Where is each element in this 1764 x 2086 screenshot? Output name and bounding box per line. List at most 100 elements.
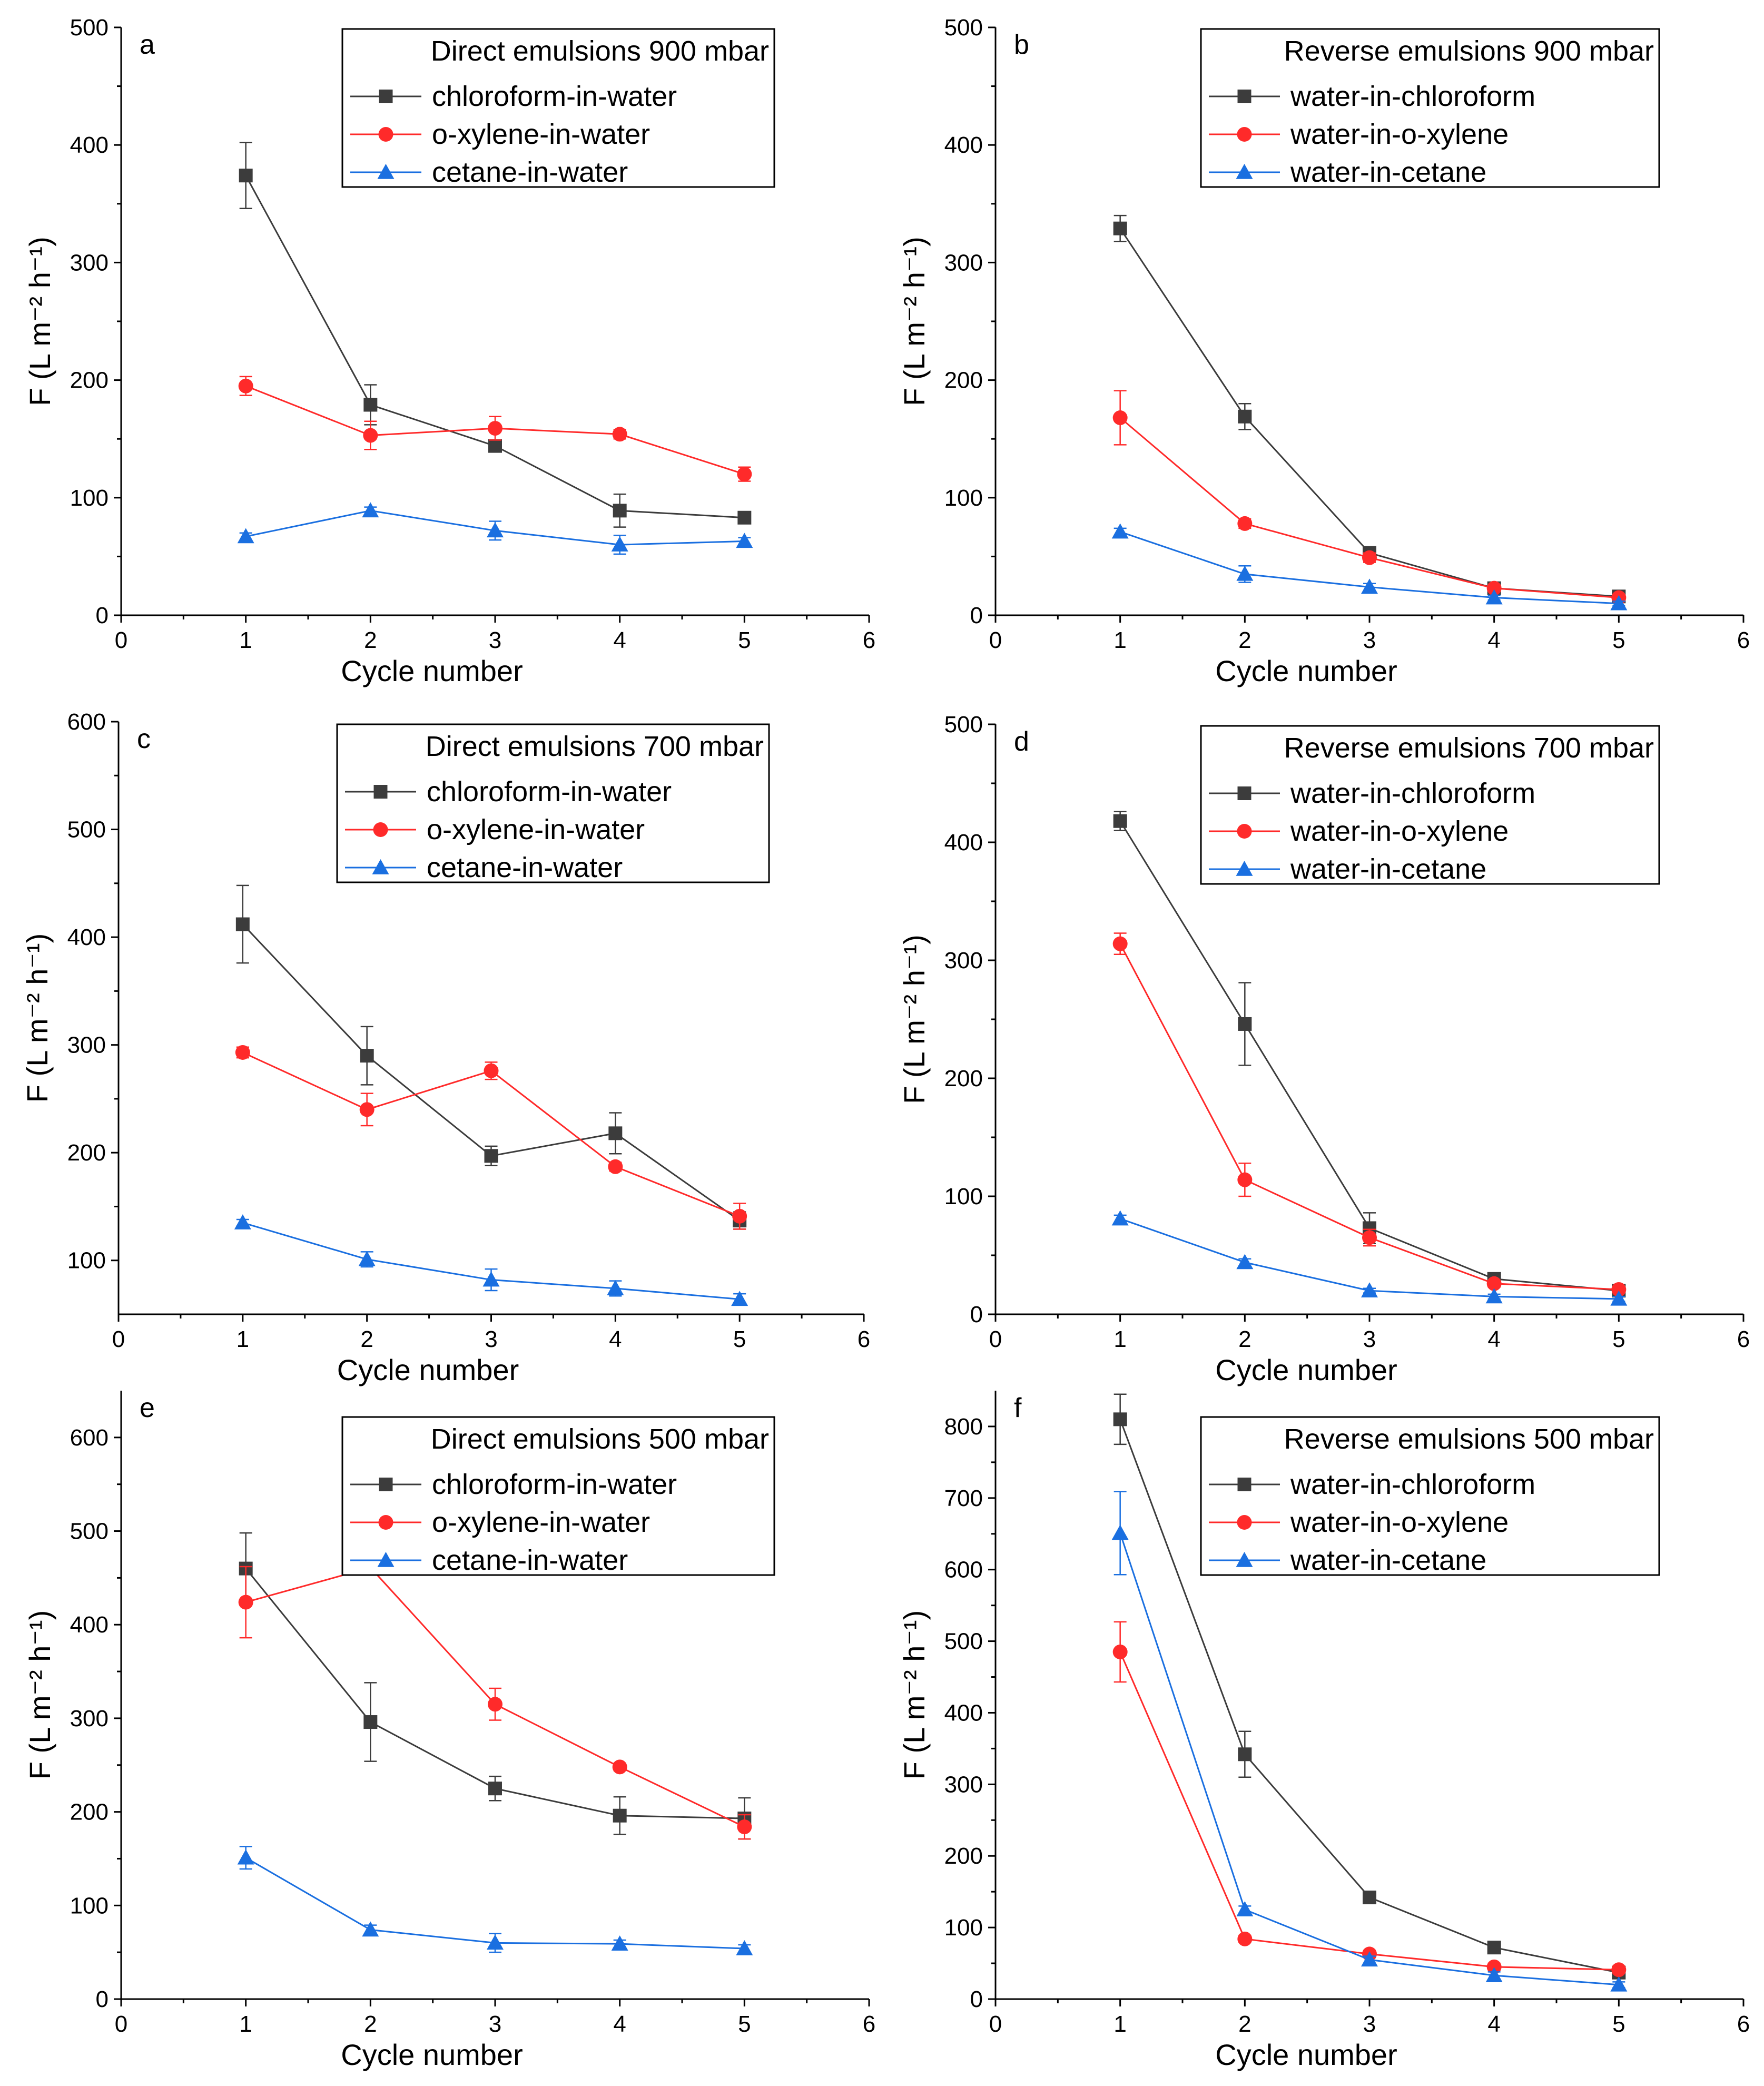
legend-box xyxy=(1200,28,1660,188)
data-point xyxy=(1611,1962,1627,1977)
x-tick-label: 0 xyxy=(115,2011,127,2037)
data-point xyxy=(732,1208,747,1224)
data-point xyxy=(1486,1959,1502,1974)
y-axis-title: F (L m⁻² h⁻¹) xyxy=(23,237,56,406)
legend-marker xyxy=(1236,1552,1253,1567)
y-tick-label: 200 xyxy=(944,368,983,393)
series-water-in-cetane xyxy=(1111,523,1628,611)
x-tick-label: 3 xyxy=(489,2011,501,2037)
x-tick-label: 0 xyxy=(115,627,127,653)
y-tick-label: 500 xyxy=(70,1519,109,1544)
data-point xyxy=(1485,1288,1503,1304)
series-chloroform-in-water xyxy=(235,884,747,1230)
data-point xyxy=(1610,1976,1628,1992)
y-tick-label: 300 xyxy=(70,250,109,275)
data-point xyxy=(1361,1282,1378,1297)
x-tick-label: 5 xyxy=(1612,1326,1625,1352)
panel-letter: b xyxy=(1014,29,1029,60)
x-tick-label: 1 xyxy=(239,627,252,653)
series-line xyxy=(1119,1532,1619,1986)
legend-marker xyxy=(377,164,395,179)
data-point xyxy=(1112,936,1128,951)
legend-title: Reverse emulsions 700 mbar xyxy=(1284,732,1654,764)
y-tick-label: 200 xyxy=(944,1066,983,1091)
y-tick-label: 200 xyxy=(67,1140,106,1166)
series-water-in-o-xylene xyxy=(1112,390,1627,605)
data-point xyxy=(1486,1276,1502,1291)
y-axis-title: F (L m⁻² h⁻¹) xyxy=(21,933,54,1103)
data-point xyxy=(482,1271,500,1287)
legend-label: chloroform-in-water xyxy=(427,776,672,808)
y-tick-label: 200 xyxy=(944,1843,983,1869)
legend-label: cetane-in-water xyxy=(432,1544,628,1576)
data-point xyxy=(1610,1290,1628,1306)
x-tick-label: 2 xyxy=(1238,2011,1251,2037)
legend-label: water-in-chloroform xyxy=(1290,81,1535,112)
x-tick-label: 0 xyxy=(989,1326,1002,1352)
legend-label: chloroform-in-water xyxy=(432,81,677,112)
legend-label: o-xylene-in-water xyxy=(427,814,645,845)
legend-marker xyxy=(373,785,388,799)
series-line xyxy=(1119,1651,1619,1971)
legend-box xyxy=(1200,725,1660,885)
y-tick-label: 500 xyxy=(944,1629,983,1655)
x-tick-label: 0 xyxy=(989,2011,1002,2037)
y-tick-label: 100 xyxy=(67,1248,106,1274)
x-axis-title: Cycle number xyxy=(337,1353,519,1386)
legend-label: water-in-chloroform xyxy=(1290,778,1535,809)
panel-e: 0 1 2 3 4 5 6 0 100 200 300 400 500 600 Cycle number F … xyxy=(23,1391,875,2071)
data-point xyxy=(1486,580,1502,596)
data-point xyxy=(613,504,627,518)
legend-marker xyxy=(1237,90,1251,103)
data-point xyxy=(359,1102,375,1117)
legend: Direct emulsions 500 mbar chloroform-in-w… xyxy=(341,1416,775,1576)
x-tick-label: 1 xyxy=(1113,2011,1126,2037)
x-tick-label: 0 xyxy=(989,627,1002,653)
panel-d: 0 1 2 3 4 5 6 0 100 200 300 400 500 Cycle number F (L … xyxy=(898,712,1750,1386)
y-tick-label: 0 xyxy=(970,1302,983,1327)
legend-title: Reverse emulsions 500 mbar xyxy=(1284,1423,1654,1455)
x-tick-label: 2 xyxy=(364,2011,377,2037)
y-tick-label: 500 xyxy=(67,817,106,843)
x-tick-label: 0 xyxy=(112,1326,125,1352)
x-tick-label: 1 xyxy=(1113,1326,1126,1352)
y-tick-label: 300 xyxy=(67,1032,106,1058)
data-point xyxy=(1111,1210,1129,1226)
y-tick-label: 0 xyxy=(970,603,983,628)
y-tick-label: 200 xyxy=(70,1799,109,1825)
y-tick-label: 600 xyxy=(944,1557,983,1583)
data-point xyxy=(1237,516,1253,531)
data-point xyxy=(237,1849,254,1865)
data-point xyxy=(488,421,502,436)
data-point xyxy=(363,1715,378,1729)
legend-label: chloroform-in-water xyxy=(432,1469,677,1500)
data-point xyxy=(1236,565,1254,581)
data-point xyxy=(1113,1412,1127,1426)
data-point xyxy=(234,1214,251,1229)
y-tick-label: 300 xyxy=(70,1706,109,1731)
data-point xyxy=(235,1045,250,1060)
legend-marker xyxy=(1237,1478,1251,1491)
y-axis-title: F (L m⁻² h⁻¹) xyxy=(23,1610,56,1779)
data-point xyxy=(362,1921,379,1937)
y-tick-label: 100 xyxy=(944,1915,983,1941)
x-tick-label: 1 xyxy=(236,1326,249,1352)
data-point xyxy=(611,536,628,552)
legend-label: o-xylene-in-water xyxy=(432,119,650,150)
data-point xyxy=(1238,1747,1252,1762)
x-tick-label: 4 xyxy=(613,2011,626,2037)
y-tick-label: 0 xyxy=(970,1986,983,2012)
x-tick-label: 5 xyxy=(738,2011,751,2037)
data-point xyxy=(607,1280,624,1295)
x-tick-label: 4 xyxy=(1487,627,1500,653)
x-tick-label: 3 xyxy=(489,627,501,653)
x-axis-title: Cycle number xyxy=(341,654,523,687)
x-tick-label: 5 xyxy=(733,1326,746,1352)
legend-label: water-in-o-xylene xyxy=(1290,1507,1509,1538)
data-point xyxy=(360,1049,374,1063)
series-water-in-o-xylene xyxy=(1112,932,1627,1297)
legend-marker xyxy=(379,1478,393,1491)
y-tick-label: 300 xyxy=(944,1772,983,1797)
x-tick-label: 6 xyxy=(863,2011,875,2037)
